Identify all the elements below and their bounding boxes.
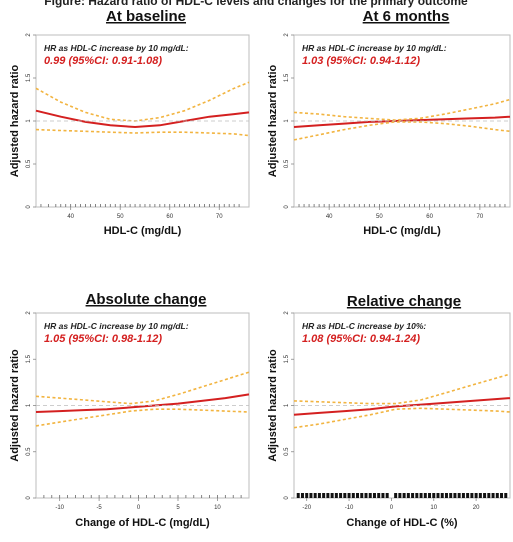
x-tick-label: 0 (390, 505, 394, 511)
y-tick-label: 0.5 (284, 447, 290, 456)
x-tick-label: -10 (345, 505, 354, 511)
series-ci-upper-line (293, 98, 511, 121)
y-tick-label: 0 (284, 205, 290, 209)
chart-panel-2: At 6 months Adjusted hazard ratio HDL-C (m… (267, 8, 511, 237)
y-axis-label: Adjusted hazard ratio (267, 64, 279, 177)
series-ci-lower-line (35, 128, 250, 137)
y-tick-label: 1 (26, 403, 32, 407)
y-tick-label: 2 (284, 311, 290, 315)
chart-title: Absolute change (86, 291, 207, 308)
y-tick-label: 0 (26, 205, 32, 209)
x-tick-label: 40 (67, 214, 74, 220)
x-tick-label: -5 (96, 505, 102, 511)
x-tick-label: 60 (426, 214, 433, 220)
y-tick-label: 1 (284, 403, 290, 407)
chart-title: At baseline (106, 8, 186, 25)
hr-annotation-label: HR as HDL-C increase by 10 mg/dL: (302, 43, 447, 53)
x-axis-label: Change of HDL-C (%) (346, 517, 458, 529)
hr-annotation-label: HR as HDL-C increase by 10 mg/dL: (44, 43, 189, 53)
y-tick-label: 1 (26, 119, 32, 123)
y-tick-label: 1.5 (26, 73, 32, 82)
chart-panel-3: Absolute change Adjusted hazard ratio Chan… (9, 291, 250, 529)
chart-panel-1: At baseline Adjusted hazard ratio HDL-C (m… (9, 8, 250, 237)
chart-title: Relative change (347, 293, 461, 310)
y-tick-label: 0.5 (284, 159, 290, 168)
figure-header: Figure: Hazard ratio of HDL-C levels and… (44, 0, 468, 8)
y-tick-label: 0.5 (26, 447, 32, 456)
series-estimate-line (293, 397, 511, 416)
series-ci-upper-line (35, 371, 250, 405)
x-tick-label: -20 (302, 505, 311, 511)
y-tick-label: 2 (284, 33, 290, 37)
hr-annotation-value: 1.03 (95%CI: 0.94-1.12) (302, 55, 420, 67)
x-tick-label: 40 (326, 214, 333, 220)
x-tick-label: 0 (137, 505, 141, 511)
x-tick-label: 5 (176, 505, 180, 511)
x-tick-label: 20 (473, 505, 480, 511)
y-axis-label: Adjusted hazard ratio (9, 64, 21, 177)
series-estimate-line (35, 393, 250, 413)
series-ci-upper-line (293, 373, 511, 405)
y-tick-label: 2 (26, 311, 32, 315)
y-tick-label: 0 (284, 496, 290, 500)
hr-annotation-label: HR as HDL-C increase by 10%: (302, 321, 426, 331)
y-axis-label: Adjusted hazard ratio (267, 349, 279, 462)
series-ci-upper-line (35, 81, 250, 122)
y-tick-label: 0.5 (26, 159, 32, 168)
hr-annotation-value: 1.05 (95%CI: 0.98-1.12) (44, 333, 162, 345)
hr-annotation-value: 0.99 (95%CI: 0.91-1.08) (44, 55, 162, 67)
x-tick-label: 60 (166, 214, 173, 220)
chart-panel-4: Relative change Adjusted hazard ratio Chan… (267, 293, 511, 529)
series-estimate-line (35, 109, 250, 129)
chart-title: At 6 months (363, 8, 450, 25)
x-tick-label: 10 (430, 505, 437, 511)
y-tick-label: 1.5 (26, 354, 32, 363)
y-tick-label: 1.5 (284, 73, 290, 82)
y-tick-label: 1.5 (284, 354, 290, 363)
x-axis-label: HDL-C (mg/dL) (363, 225, 441, 237)
x-axis-label: Change of HDL-C (mg/dL) (75, 517, 210, 529)
series-ci-lower-line (35, 408, 250, 427)
x-tick-label: 70 (477, 214, 484, 220)
x-tick-label: 50 (376, 214, 383, 220)
x-tick-label: 50 (117, 214, 124, 220)
y-tick-label: 1 (284, 119, 290, 123)
x-tick-label: 10 (214, 505, 221, 511)
y-axis-label: Adjusted hazard ratio (9, 349, 21, 462)
x-tick-label: -10 (55, 505, 64, 511)
hr-annotation-value: 1.08 (95%CI: 0.94-1.24) (302, 333, 420, 345)
y-tick-label: 2 (26, 33, 32, 37)
x-tick-label: 70 (216, 214, 223, 220)
x-axis-label: HDL-C (mg/dL) (104, 225, 182, 237)
series-ci-lower-line (293, 407, 511, 429)
y-tick-label: 0 (26, 496, 32, 500)
series-estimate-line (293, 115, 511, 128)
hr-annotation-label: HR as HDL-C increase by 10 mg/dL: (44, 321, 189, 331)
